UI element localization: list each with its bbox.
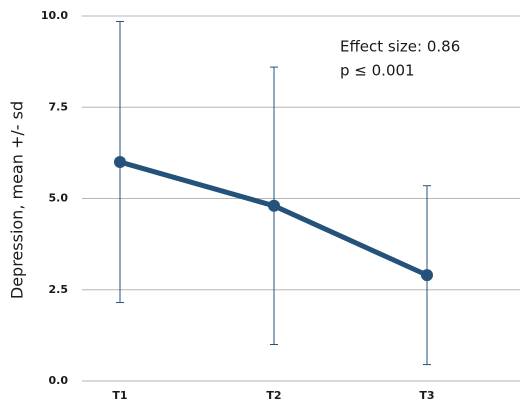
y-tick-label: 0.0 xyxy=(49,374,69,387)
annotation: Effect size: 0.86 xyxy=(340,38,460,56)
data-point xyxy=(114,156,126,168)
x-tick-label: T1 xyxy=(112,389,127,402)
annotation: p ≤ 0.001 xyxy=(340,62,415,80)
y-axis-label: Depression, mean +/- sd xyxy=(8,101,27,299)
y-tick-label: 7.5 xyxy=(49,100,69,113)
y-tick-label: 5.0 xyxy=(49,192,69,205)
data-point xyxy=(268,199,280,212)
x-tick-label: T3 xyxy=(419,389,434,402)
y-tick-label: 10.0 xyxy=(41,9,68,22)
y-tick-label: 2.5 xyxy=(49,283,69,296)
data-point xyxy=(421,269,433,282)
x-tick-label: T2 xyxy=(266,389,281,402)
